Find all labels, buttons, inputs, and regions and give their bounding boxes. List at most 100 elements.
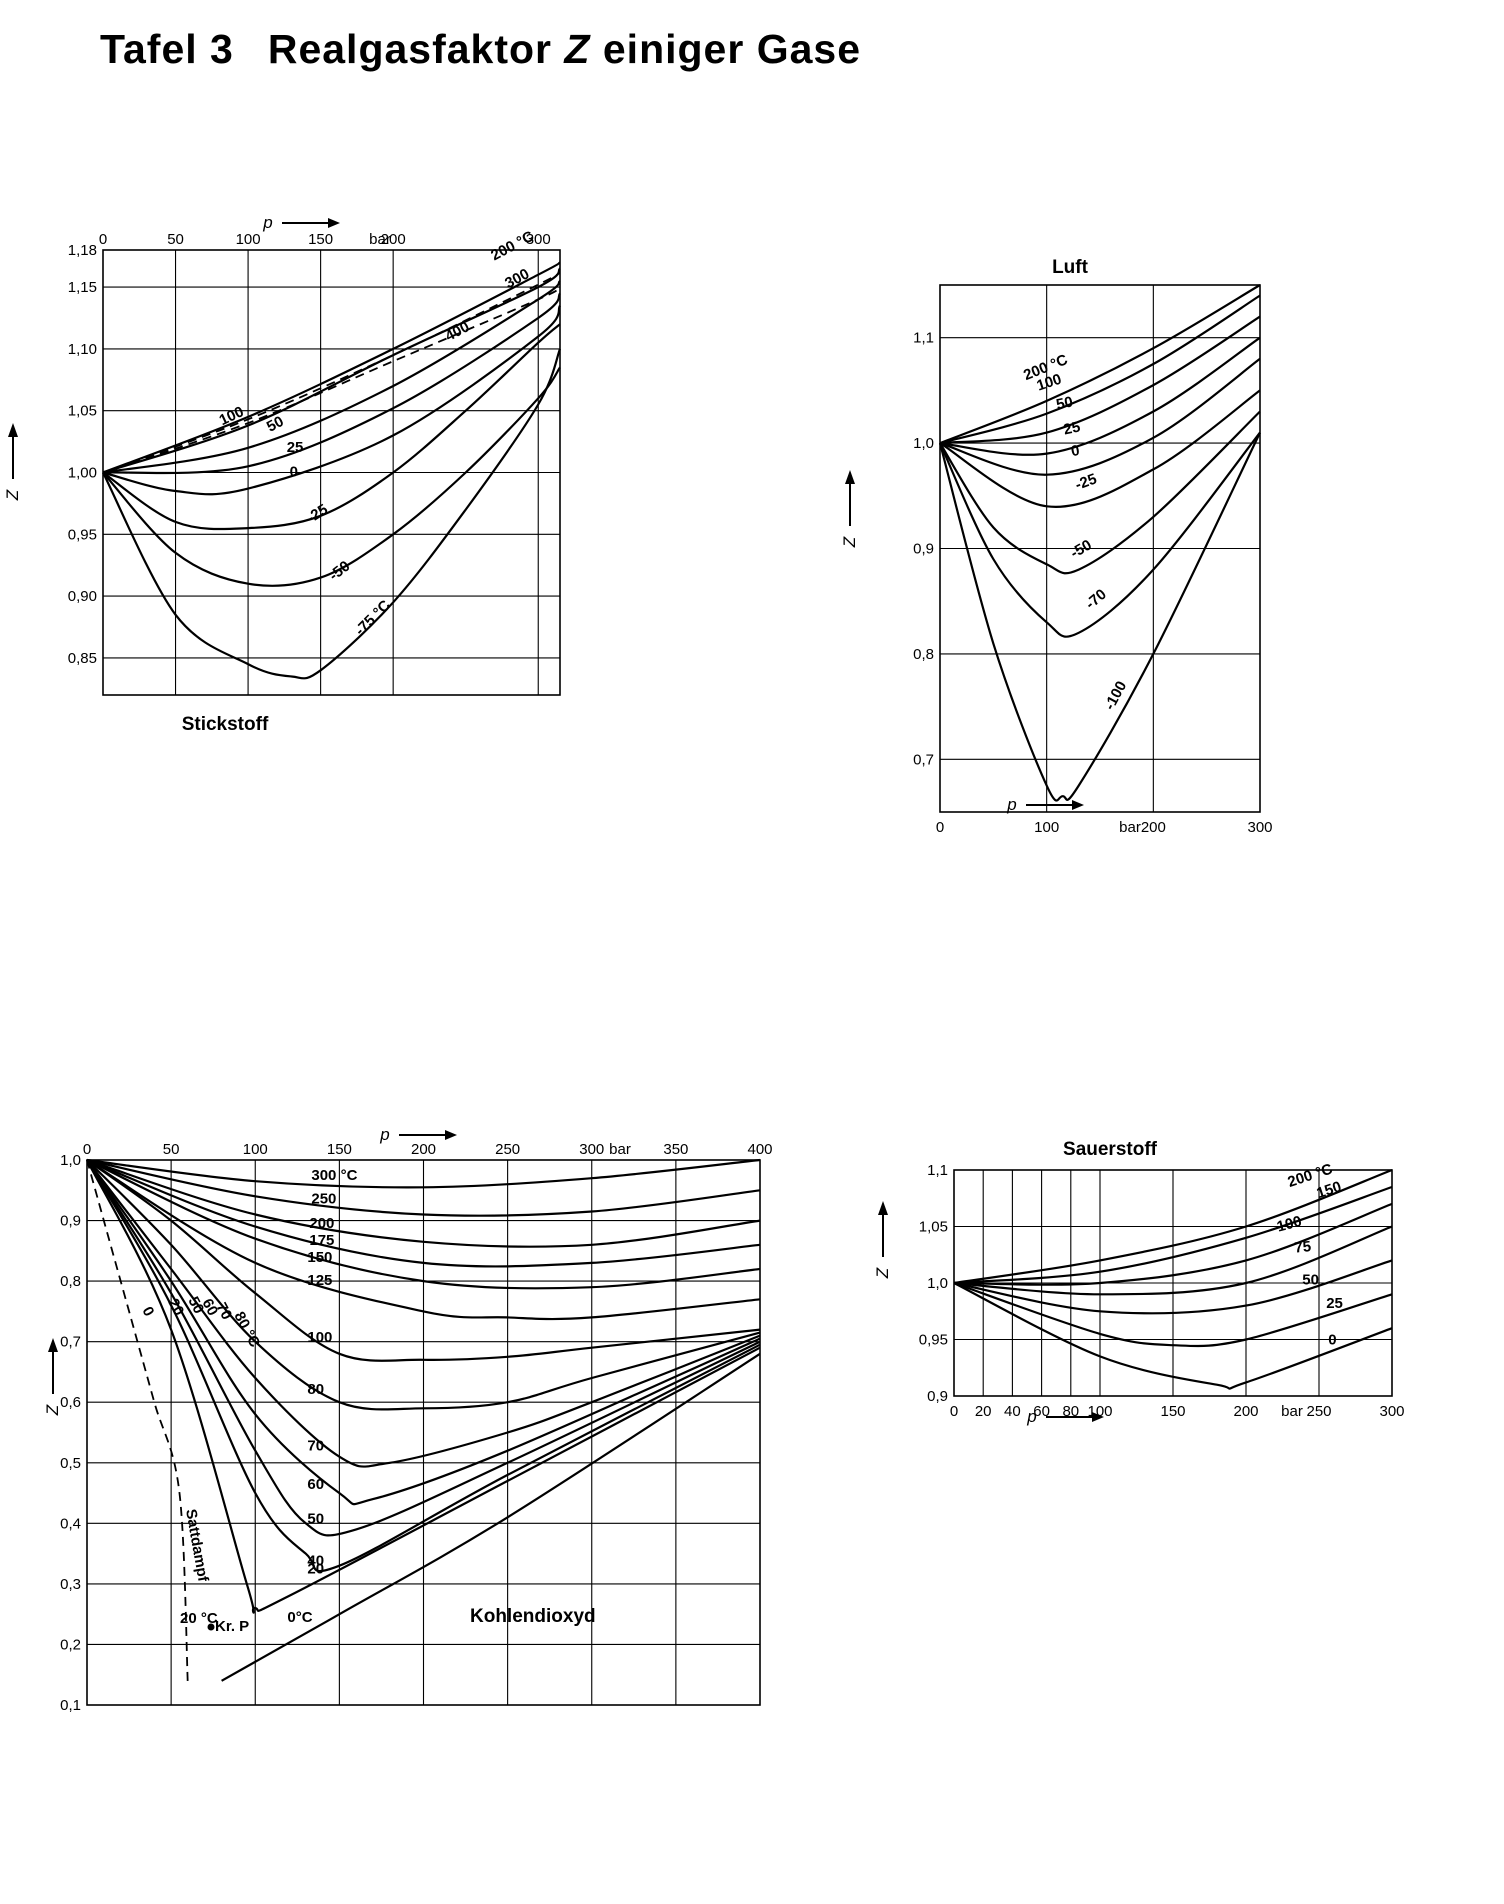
- y-tick-label: 0,85: [68, 650, 97, 667]
- critical-point-marker: [207, 1623, 215, 1631]
- y-tick-label: 0,6: [60, 1394, 81, 1411]
- series-line: [939, 284, 1261, 445]
- series-line: [86, 1158, 761, 1189]
- series-line: [86, 1159, 189, 1687]
- y-axis-arrow-head: [48, 1338, 58, 1352]
- x-tick-label: 250: [495, 1141, 520, 1158]
- series-line: [102, 348, 562, 680]
- y-tick-label: 1,05: [68, 403, 97, 420]
- curve-label: -50: [326, 558, 354, 585]
- y-tick-label: 0,9: [913, 541, 934, 558]
- x-tick-label: 150: [327, 1141, 352, 1158]
- curve-label: 100: [307, 1329, 332, 1346]
- x-tick-label: 50: [163, 1141, 180, 1158]
- label-80-c-steep: 80 °C: [230, 1309, 263, 1350]
- series-line: [102, 267, 561, 474]
- label-50-steep: 50: [184, 1294, 207, 1317]
- curve-label: 25: [1326, 1295, 1343, 1312]
- series-line: [939, 357, 1261, 476]
- series-line: [86, 1159, 761, 1468]
- series-line: [86, 1159, 761, 1614]
- y-tick-label: 0,9: [60, 1213, 81, 1230]
- chart-sauerstoff: 0 20 40 60 80 100 150 200 250 300bar1,11,051,00,9…: [873, 1139, 1405, 1426]
- series-line: [102, 304, 562, 496]
- y-tick-label: 1,05: [919, 1219, 948, 1236]
- curve-label: 40: [307, 1553, 324, 1570]
- x-tick-label: 0: [83, 1141, 91, 1158]
- x-tick-label: 150: [1160, 1403, 1185, 1420]
- series-line: [102, 271, 561, 474]
- x-tick-label: 100: [1034, 819, 1059, 836]
- curve-label: 100: [217, 403, 247, 429]
- x-tick-label: 40: [1004, 1403, 1021, 1420]
- curve-label: 50: [307, 1510, 324, 1527]
- x-tick-label: 100: [243, 1141, 268, 1158]
- curve-label: 100: [1035, 371, 1064, 395]
- label-60-steep: 60: [198, 1296, 221, 1319]
- y-tick-label: 1,0: [60, 1152, 81, 1169]
- y-axis-arrow-head: [878, 1201, 888, 1215]
- series-line: [221, 1352, 761, 1682]
- y-tick-label: 1,0: [927, 1275, 948, 1292]
- label-0-steep: 0: [138, 1304, 157, 1319]
- label-70-steep: 70: [212, 1300, 235, 1323]
- title-suffix: einiger Gase: [602, 26, 861, 72]
- series-line: [953, 1168, 1393, 1285]
- label-20-c-sattdampf: 20 °C: [180, 1610, 218, 1627]
- y-tick-label: 1,15: [68, 279, 97, 296]
- y-axis-label: Z: [840, 536, 859, 548]
- curve-label: 25: [1062, 418, 1082, 438]
- curve-label: 200: [309, 1215, 334, 1232]
- curve-label: 0: [1070, 442, 1081, 460]
- x-axis-label: p: [1026, 1407, 1036, 1426]
- curve-label: 25: [287, 439, 304, 456]
- x-tick-label: 80: [1062, 1403, 1079, 1420]
- y-tick-label: 0,90: [68, 588, 97, 605]
- x-axis-arrow-head: [1092, 1412, 1104, 1422]
- x-tick-label: 200: [1141, 819, 1166, 836]
- curve-label: 200 °C: [488, 228, 537, 265]
- curve-label: 300: [502, 265, 532, 292]
- y-tick-label: 1,18: [68, 242, 97, 259]
- series-line: [86, 1159, 761, 1506]
- y-tick-label: 0,8: [913, 646, 934, 663]
- series-line: [938, 432, 1261, 802]
- series-line: [86, 1159, 761, 1411]
- curve-label: -70: [1082, 586, 1110, 613]
- series-line: [953, 1259, 1393, 1315]
- y-axis-label: Z: [873, 1267, 892, 1279]
- series-line: [939, 315, 1261, 445]
- x-tick-label: 250: [1306, 1403, 1331, 1420]
- curve-label: -25: [1073, 470, 1099, 493]
- chart-stickstoff: 0 50 100 150 200 300 bar 1,18 1,15 1,10 1,05 1,00 0,…: [3, 213, 562, 735]
- x-axis-label: p: [262, 213, 272, 232]
- series-line: [953, 1282, 1393, 1390]
- series-line: [953, 1225, 1393, 1296]
- series-line: [939, 294, 1261, 445]
- series-line: [86, 1159, 761, 1573]
- chart-title: Sauerstoff: [1063, 1139, 1158, 1160]
- curve-label: 175: [309, 1232, 334, 1249]
- x-axis-arrow-head: [1072, 800, 1084, 810]
- series-line: [86, 1158, 761, 1248]
- curve-label: 125: [307, 1272, 332, 1289]
- plot-frame: [86, 1159, 761, 1706]
- x-unit-label: bar: [1281, 1403, 1303, 1420]
- series-line: [939, 431, 1261, 638]
- chart-title: Kohlendioxyd: [470, 1606, 596, 1627]
- series-line: [939, 389, 1261, 508]
- series-line: [102, 292, 561, 475]
- x-tick-label: 200: [381, 231, 406, 248]
- curve-label: 50: [1055, 393, 1075, 413]
- y-tick-label: 1,10: [68, 341, 97, 358]
- x-tick-label: 300: [1247, 819, 1272, 836]
- label-20-steep: 20: [164, 1296, 187, 1319]
- curve-label: 250: [311, 1190, 336, 1207]
- y-tick-label: 0,7: [913, 751, 934, 768]
- y-axis-arrow-head: [8, 423, 18, 437]
- series-line: [86, 1159, 761, 1290]
- x-axis-label: p: [1006, 795, 1016, 814]
- y-tick-label: 1,1: [913, 330, 934, 347]
- x-tick-label: 0: [950, 1403, 958, 1420]
- curve-label: -50: [1068, 536, 1095, 562]
